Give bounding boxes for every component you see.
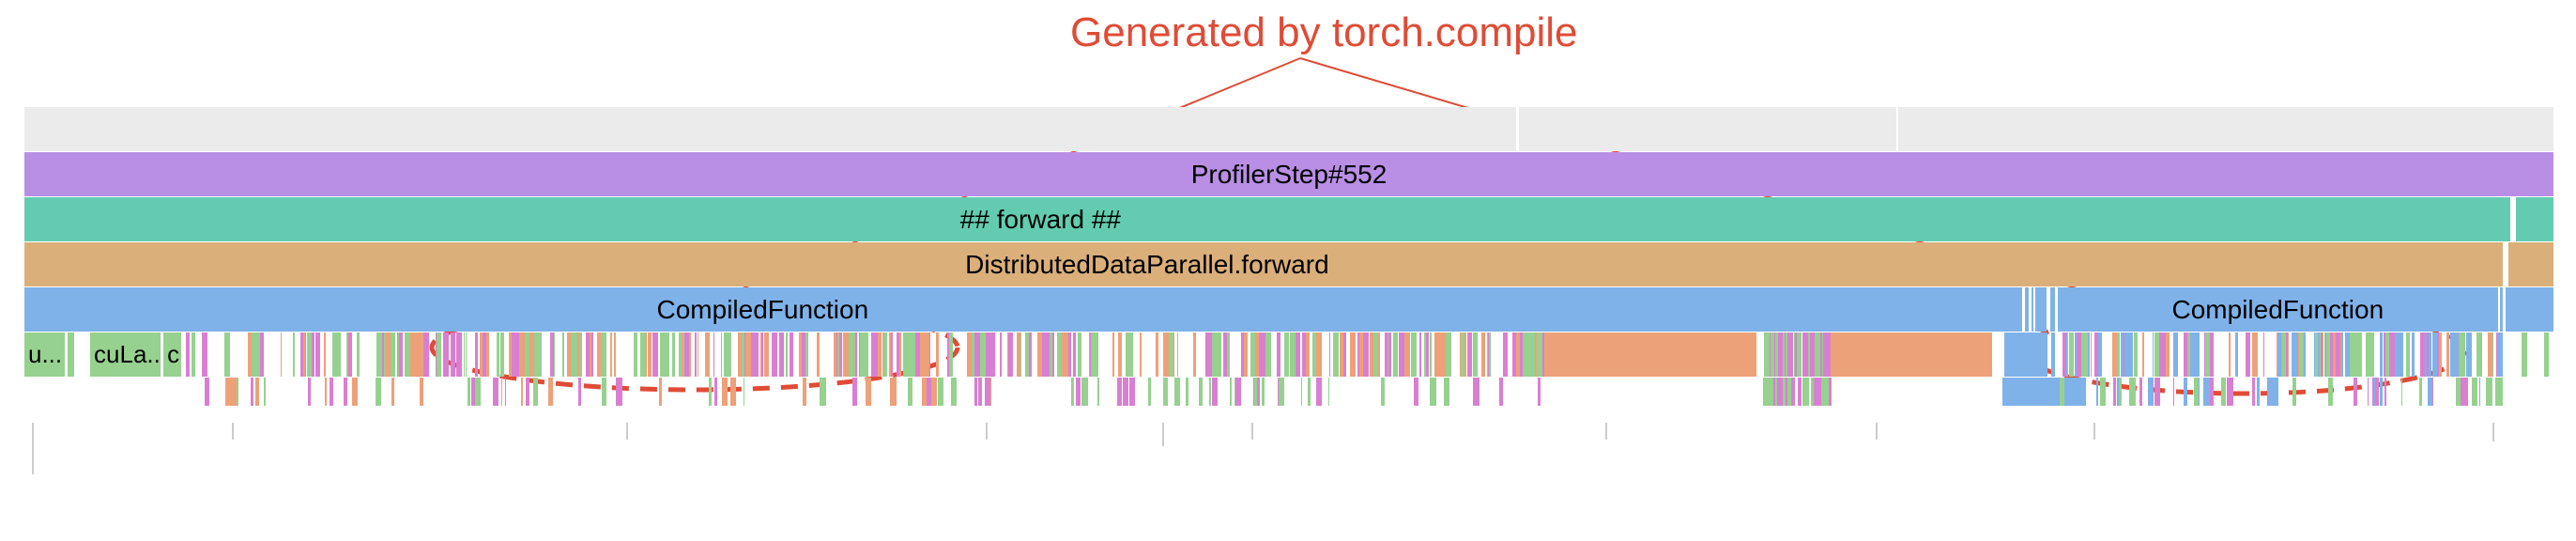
trace-bar[interactable]: CompiledFunction xyxy=(24,287,2022,332)
trace-segment[interactable] xyxy=(68,332,74,377)
trace-bar[interactable] xyxy=(1896,107,1899,151)
trace-segment[interactable] xyxy=(186,332,190,377)
trace-bar[interactable] xyxy=(2506,287,2553,332)
trace-bar[interactable] xyxy=(2032,287,2034,332)
trace-segment[interactable] xyxy=(192,332,195,377)
trace-bar[interactable] xyxy=(2500,287,2503,332)
trace-bar[interactable]: DistributedDataParallel.forward xyxy=(24,242,2503,286)
trace-segment[interactable]: c xyxy=(163,332,181,377)
trace-tick-row xyxy=(24,423,2553,479)
trace-segment[interactable]: cuLa... xyxy=(90,332,161,377)
trace-bar[interactable] xyxy=(2035,287,2047,332)
trace-stripe-row xyxy=(24,378,2553,406)
trace-bar[interactable]: ProfilerStep#552 xyxy=(24,152,2553,196)
trace-bar[interactable] xyxy=(2050,287,2055,332)
trace-stripe-row: u... cuLa...c xyxy=(24,332,2553,377)
annotation-label: Generated by torch.compile xyxy=(1070,9,1578,56)
trace-bar[interactable] xyxy=(24,107,2553,151)
trace-segment[interactable]: u... xyxy=(24,332,65,377)
trace-bar[interactable] xyxy=(1516,107,1519,151)
trace-bar[interactable] xyxy=(2025,287,2029,332)
trace-bar[interactable]: ## forward ## xyxy=(24,197,2510,241)
trace-bar[interactable]: CompiledFunction xyxy=(2058,287,2498,332)
trace-bar[interactable] xyxy=(2516,197,2553,241)
trace-bar[interactable] xyxy=(2508,242,2553,286)
